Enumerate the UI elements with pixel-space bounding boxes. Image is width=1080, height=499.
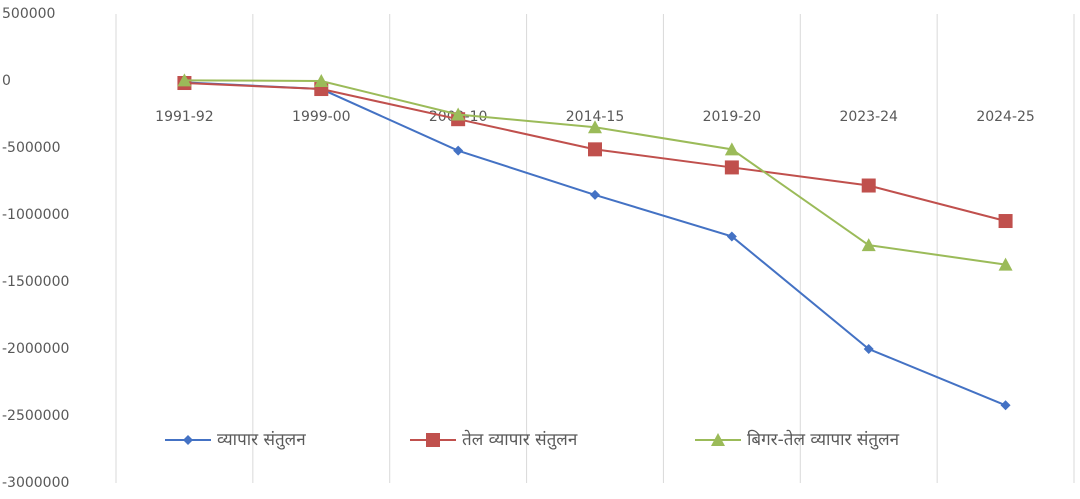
y-tick-label: -3000000 <box>2 475 69 491</box>
marker <box>724 160 739 175</box>
marker <box>590 189 600 200</box>
marker <box>863 344 874 354</box>
x-tick-label: 1991-92 <box>155 109 214 125</box>
marker <box>726 231 737 242</box>
x-tick-label: 2014-15 <box>566 109 625 125</box>
y-tick-label: 500000 <box>2 6 55 22</box>
legend-label: व्यापार संतुलन <box>217 430 306 450</box>
y-tick-label: -1000000 <box>2 207 69 223</box>
marker <box>183 435 193 445</box>
y-tick-label: -2500000 <box>2 408 69 424</box>
marker <box>1000 400 1011 411</box>
marker <box>861 178 876 193</box>
marker <box>453 145 464 156</box>
marker <box>426 433 440 447</box>
marker <box>451 107 466 121</box>
x-tick-label: 2024-25 <box>976 109 1035 125</box>
marker <box>711 433 725 446</box>
marker <box>998 257 1013 271</box>
marker <box>314 74 329 87</box>
marker <box>998 214 1013 229</box>
x-tick-label: 2019-20 <box>703 109 762 125</box>
series-line <box>184 79 1006 266</box>
y-tick-label: 0 <box>2 73 11 89</box>
y-tick-label: -2000000 <box>2 341 69 357</box>
marker <box>588 142 602 157</box>
legend-label: बिगर-तेल व्यापार संतुलन <box>747 429 900 450</box>
y-tick-label: -500000 <box>2 140 61 156</box>
marker <box>177 73 192 87</box>
x-tick-label: 2023-24 <box>839 109 898 125</box>
marker <box>588 120 602 134</box>
y-tick-label: -1500000 <box>2 274 69 290</box>
legend-label: तेल व्यापार संतुलन <box>462 429 578 450</box>
marker <box>861 238 876 252</box>
marker <box>724 142 739 156</box>
x-tick-label: 1999-00 <box>292 109 351 125</box>
legend: व्यापार संतुलन तेल व्यापार संतुलन बिगर-तेल… <box>165 429 900 450</box>
